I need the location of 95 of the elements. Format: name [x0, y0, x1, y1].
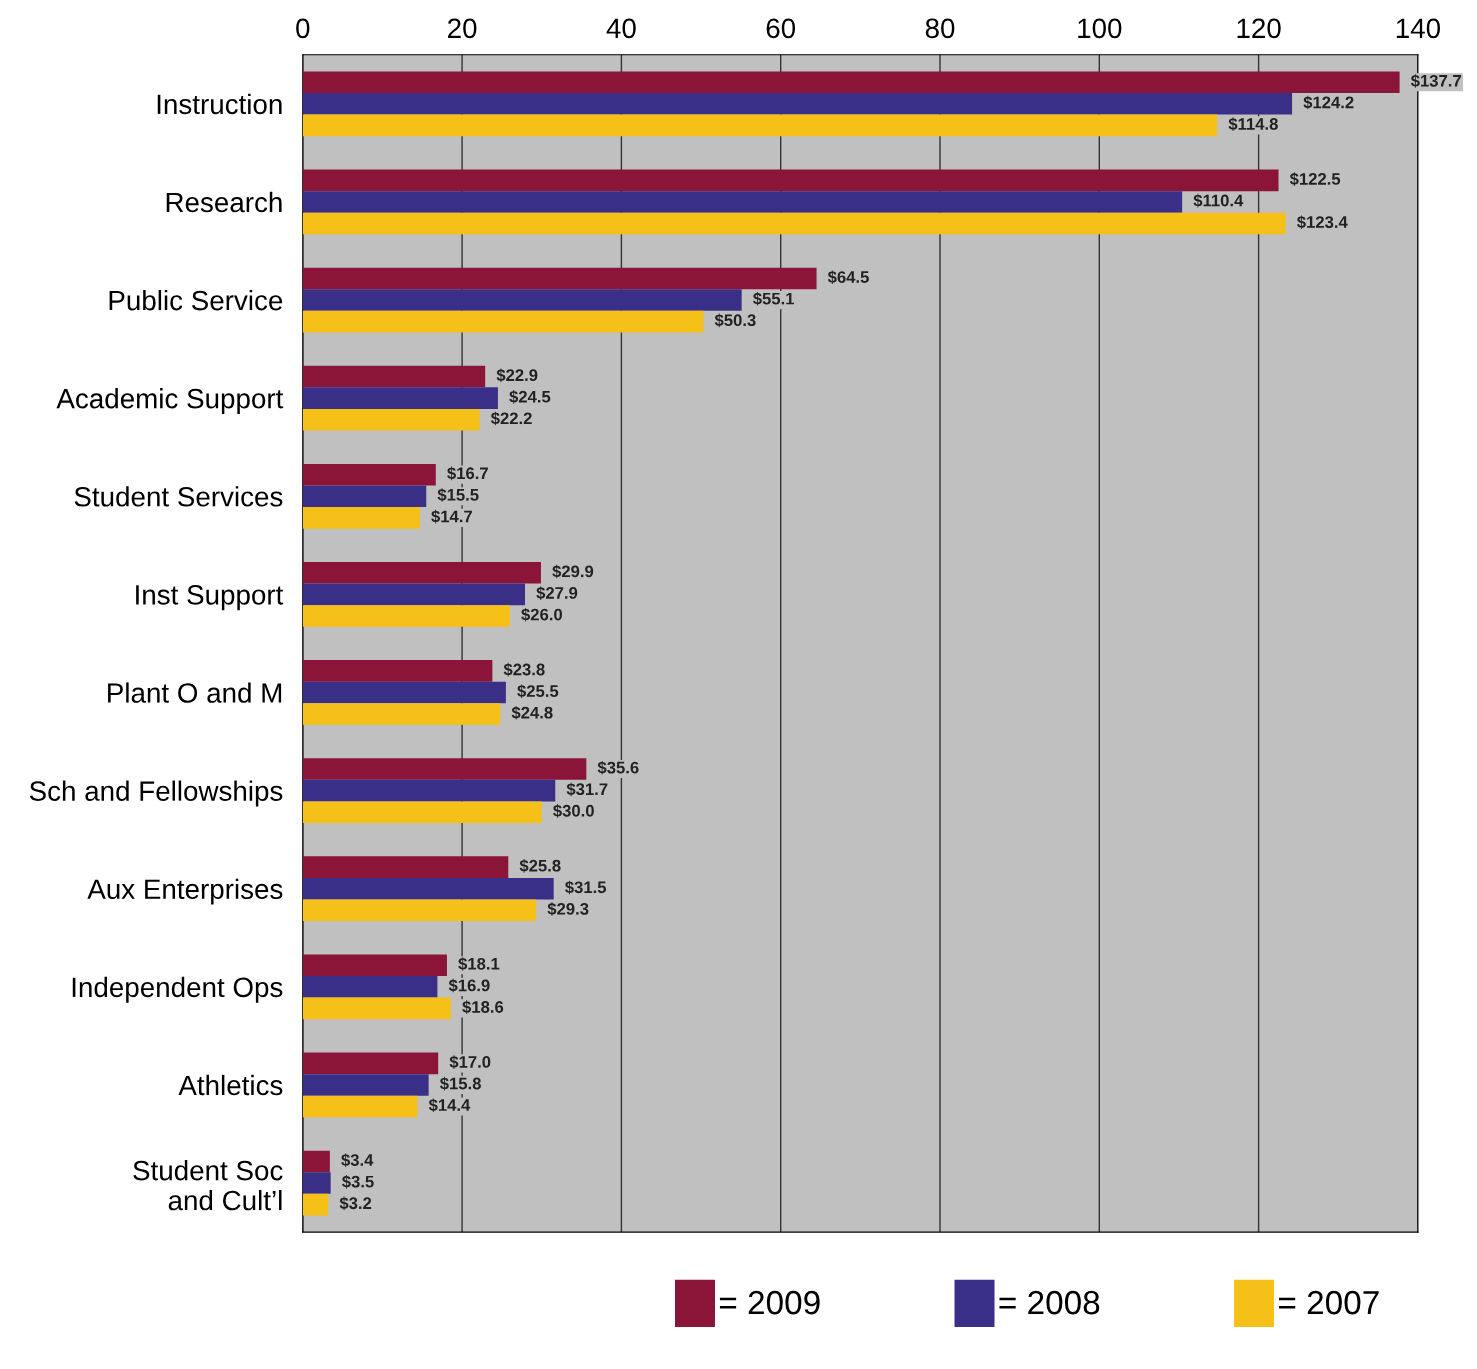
y-tick-label: Public Service: [109, 289, 283, 311]
x-tick-label: 80: [925, 18, 955, 39]
data-label: $123.4: [1297, 215, 1348, 230]
data-label: $14.7: [431, 509, 472, 524]
bar: [302, 562, 541, 584]
legend-label: = 2007: [1279, 1290, 1379, 1315]
legend-label: = 2008: [999, 1290, 1100, 1315]
data-label: $25.5: [517, 684, 559, 699]
data-label: $18.1: [458, 957, 500, 971]
x-tick-label: 20: [448, 18, 477, 39]
data-label: $17.0: [449, 1055, 491, 1069]
bar: [302, 1193, 329, 1216]
data-label: $15.8: [439, 1076, 481, 1091]
data-label: $24.8: [511, 706, 553, 720]
bar: [302, 71, 1400, 94]
bar: [302, 801, 542, 823]
x-tick-label: 120: [1237, 18, 1281, 39]
data-label: $3.5: [341, 1174, 374, 1189]
bar: [302, 289, 742, 311]
bar: [302, 877, 554, 900]
data-label: $124.2: [1303, 95, 1354, 110]
y-tick-label: Aux Enterprises: [87, 878, 283, 905]
bar: [302, 856, 509, 878]
data-label: $29.9: [552, 564, 594, 579]
data-label: $18.6: [462, 1000, 504, 1014]
bar: [302, 583, 526, 606]
bar: [302, 507, 420, 529]
bar: [302, 191, 1183, 213]
data-label: $137.7: [1410, 74, 1461, 88]
data-label: $15.5: [437, 488, 479, 502]
y-tick-label: Research: [166, 191, 282, 213]
x-tick-label: 140: [1396, 18, 1441, 39]
y-tick-label: Instruction: [157, 93, 282, 115]
bar: [302, 212, 1286, 235]
bar: [302, 1150, 330, 1173]
x-tick-label: 60: [766, 18, 796, 39]
x-tick-label: 0: [296, 18, 310, 39]
data-label: $31.7: [566, 782, 608, 797]
bar: [302, 114, 1218, 137]
bar: [302, 660, 493, 682]
data-label: $26.0: [521, 607, 563, 622]
bar: [302, 267, 817, 290]
bar: [302, 976, 438, 998]
y-tick-label: Inst Support: [136, 585, 284, 611]
y-tick-label: Plant O and M: [108, 682, 282, 703]
bar: [302, 779, 556, 802]
data-label: $16.7: [447, 466, 488, 481]
data-label: $24.5: [509, 390, 551, 404]
y-tick-label: Academic Support: [56, 388, 284, 414]
bar: [302, 681, 506, 704]
bar: [302, 899, 537, 922]
y-tick-label: Athletics: [178, 1074, 283, 1096]
data-label: $22.9: [496, 368, 538, 383]
bar: [302, 169, 1279, 192]
data-label: $3.2: [339, 1196, 372, 1211]
x-tick-label: 100: [1078, 18, 1122, 39]
bar: [302, 485, 427, 508]
bar: [302, 605, 510, 627]
data-label: $23.8: [503, 662, 545, 677]
data-label: $22.2: [490, 411, 532, 426]
bar: [302, 997, 451, 1020]
data-label: $114.8: [1228, 117, 1278, 131]
data-label: $16.9: [448, 978, 490, 993]
data-label: $55.1: [753, 291, 795, 306]
bar: [302, 758, 587, 780]
y-tick-label: Student Services: [74, 486, 283, 507]
x-tick-label: 40: [606, 18, 636, 39]
legend-label: = 2009: [719, 1290, 820, 1315]
data-label: $64.5: [827, 270, 869, 284]
data-label: $110.4: [1193, 193, 1244, 208]
bar: [302, 387, 498, 409]
bar: [302, 408, 480, 431]
y-tick-label: Student Soc and Cult’l: [133, 1160, 283, 1211]
bar: [302, 93, 1293, 115]
bar: [302, 703, 501, 725]
bar: [302, 1052, 439, 1075]
bar: [302, 1074, 429, 1096]
y-tick-label: Independent Ops: [72, 976, 283, 1003]
data-label: $30.0: [553, 804, 594, 818]
data-label: $31.5: [565, 880, 607, 895]
data-label: $50.3: [714, 313, 756, 328]
bar: [302, 310, 704, 333]
bar: [302, 1095, 418, 1118]
bar: [302, 954, 447, 977]
data-label: $14.4: [428, 1098, 471, 1113]
data-label: $35.6: [597, 760, 639, 775]
bar: [302, 1172, 331, 1194]
y-tick-label: Sch and Fellowships: [29, 780, 283, 807]
data-label: $3.4: [341, 1153, 374, 1168]
data-label: $29.3: [547, 902, 589, 916]
data-label: $122.5: [1289, 172, 1341, 186]
bar: [302, 365, 486, 388]
data-label: $27.9: [536, 586, 578, 600]
bar: [302, 463, 436, 486]
data-label: $25.8: [519, 859, 561, 873]
